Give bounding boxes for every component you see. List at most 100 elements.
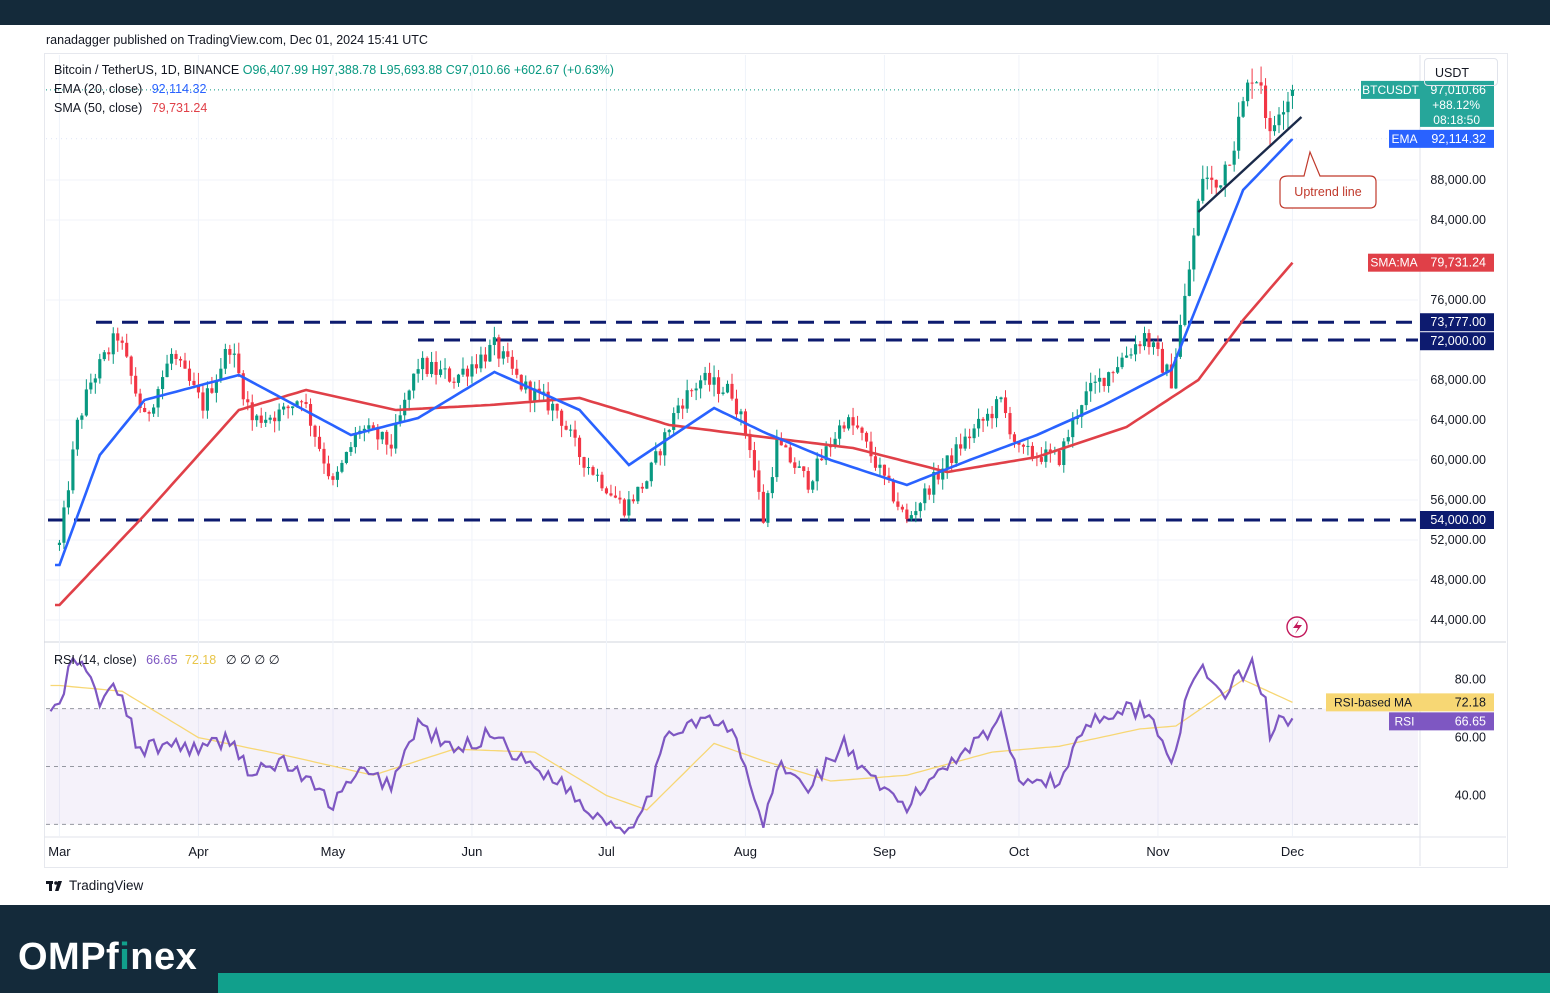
candle-body bbox=[752, 450, 756, 471]
price-tag-4-value: 72,000.00 bbox=[1430, 334, 1486, 348]
low-value: L95,693.88 bbox=[379, 63, 443, 77]
candle-body bbox=[793, 462, 797, 468]
candle-body bbox=[1160, 348, 1165, 373]
candle-body bbox=[1120, 357, 1124, 368]
rsi-legend: RSI (14, close) 66.65 72.18 ∅ ∅ ∅ ∅ bbox=[54, 652, 280, 667]
candle-body bbox=[376, 428, 380, 440]
candle-body bbox=[273, 417, 277, 422]
candle-body bbox=[237, 353, 241, 374]
candle-body bbox=[775, 438, 779, 478]
rsi-legend-label: RSI (14, close) bbox=[54, 653, 137, 667]
price-tick-label: 52,000.00 bbox=[1430, 533, 1486, 547]
candle-body bbox=[1201, 178, 1205, 201]
candle-body bbox=[80, 415, 84, 420]
candle-body bbox=[851, 417, 855, 426]
candle-body bbox=[542, 391, 546, 393]
candle-body bbox=[1003, 397, 1008, 414]
candle-body bbox=[1187, 269, 1191, 296]
lightning-icon-glyph bbox=[1293, 620, 1302, 634]
candle-body bbox=[84, 389, 88, 416]
candle-body bbox=[1026, 445, 1030, 447]
logo-part-b: i bbox=[119, 936, 131, 978]
time-tick-label: Jun bbox=[461, 844, 482, 859]
candle-body bbox=[1156, 342, 1160, 349]
candle-body bbox=[62, 507, 66, 543]
candle-body bbox=[1237, 116, 1241, 151]
candle-body bbox=[120, 340, 124, 343]
candle-body bbox=[950, 455, 954, 464]
candle-body bbox=[873, 456, 878, 468]
price-tag-0-label: BTCUSDT bbox=[1362, 83, 1419, 97]
uptrend-line bbox=[1197, 116, 1303, 213]
candle-body bbox=[223, 348, 227, 369]
time-tick-label: Mar bbox=[48, 844, 71, 859]
candle-body bbox=[1062, 441, 1066, 466]
price-tag-0-label-bg bbox=[1361, 80, 1420, 99]
rsi-tag-0-label-bg bbox=[1326, 693, 1420, 712]
candle-body bbox=[299, 401, 304, 403]
candle-body bbox=[519, 374, 523, 390]
candle-body bbox=[497, 337, 501, 359]
candle-body bbox=[927, 488, 931, 495]
candle-body bbox=[1183, 295, 1187, 325]
candle-body bbox=[174, 353, 178, 359]
candle-body bbox=[134, 375, 138, 394]
price-tick-label: 56,000.00 bbox=[1430, 493, 1486, 507]
top-banner bbox=[0, 0, 1550, 25]
candle-body bbox=[452, 381, 456, 383]
candle-body bbox=[1030, 445, 1034, 458]
candle-body bbox=[1263, 85, 1268, 118]
candle-body bbox=[264, 419, 268, 423]
time-tick-label: Apr bbox=[188, 844, 209, 859]
candle-body bbox=[1192, 235, 1196, 270]
price-tag-0-value-bg bbox=[1420, 80, 1494, 127]
bottom-teal-strip bbox=[218, 973, 1550, 993]
candle-body bbox=[515, 368, 519, 375]
candle-body bbox=[1147, 333, 1151, 348]
candle-body bbox=[1008, 413, 1012, 435]
candle-body bbox=[322, 448, 326, 464]
candle-body bbox=[681, 405, 685, 409]
candle-body bbox=[398, 415, 402, 424]
price-tag-2-value-bg bbox=[1420, 253, 1494, 272]
candle-body bbox=[761, 491, 765, 523]
candle-body bbox=[627, 499, 631, 516]
candle-body bbox=[1174, 356, 1178, 389]
rsi-legend-extra: ∅ ∅ ∅ ∅ bbox=[225, 653, 280, 667]
candle-body bbox=[833, 438, 837, 447]
candle-body bbox=[506, 351, 510, 357]
ompfinex-logo: OMPfinex bbox=[18, 936, 197, 979]
candle-body bbox=[1290, 89, 1295, 96]
candle-body bbox=[371, 425, 375, 429]
candle-body bbox=[1089, 382, 1093, 392]
candle-body bbox=[847, 417, 851, 429]
time-tick-label: Nov bbox=[1146, 844, 1170, 859]
lightning-icon bbox=[1286, 616, 1308, 638]
sma-legend: SMA (50, close) 79,731.24 bbox=[54, 101, 207, 115]
logo-part-c: nex bbox=[130, 936, 198, 978]
candle-body bbox=[1129, 354, 1133, 356]
price-tick-label: 76,000.00 bbox=[1430, 293, 1486, 307]
candle-body bbox=[1268, 117, 1272, 132]
currency-unit-button[interactable]: USDT bbox=[1424, 58, 1498, 86]
price-tag-1-value: 92,114.32 bbox=[1431, 132, 1486, 146]
logo-part-a: OMPf bbox=[18, 936, 120, 978]
candle-body bbox=[1281, 112, 1286, 115]
candle-body bbox=[725, 383, 730, 393]
candle-body bbox=[425, 357, 429, 375]
candles bbox=[57, 66, 1295, 551]
symbol-name: Bitcoin / TetherUS, 1D, BINANCE bbox=[54, 63, 240, 77]
candle-body bbox=[465, 368, 470, 377]
price-tag-4-value-bg bbox=[1420, 332, 1494, 351]
candle-body bbox=[591, 467, 595, 475]
candle-body bbox=[335, 471, 340, 480]
rsi-tick-label: 40.00 bbox=[1455, 788, 1486, 802]
candle-body bbox=[183, 360, 187, 369]
candle-body bbox=[1214, 179, 1218, 188]
candle-body bbox=[98, 359, 102, 379]
candle-body bbox=[385, 431, 389, 445]
candle-body bbox=[900, 506, 904, 510]
candle-body bbox=[129, 356, 133, 376]
candle-body bbox=[317, 436, 322, 449]
